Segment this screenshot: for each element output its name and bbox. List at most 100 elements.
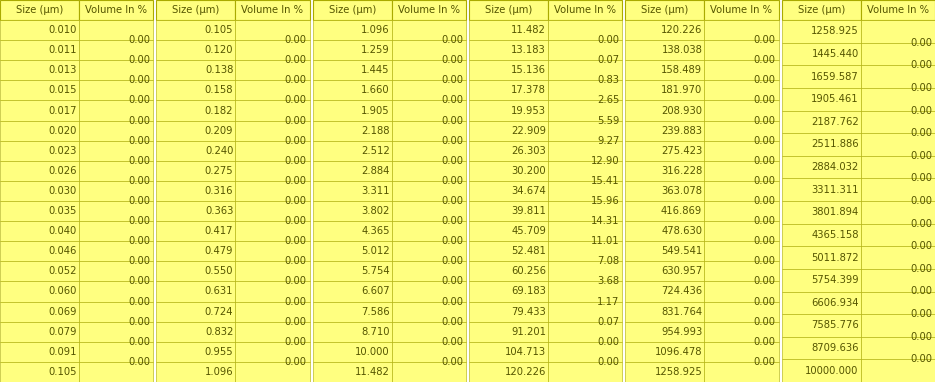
Bar — [860, 269, 935, 291]
Text: 0.00: 0.00 — [128, 357, 151, 367]
Bar — [0, 282, 79, 301]
Bar — [0, 221, 79, 241]
Text: 0.00: 0.00 — [441, 256, 463, 266]
Bar — [704, 282, 779, 301]
Text: 0.724: 0.724 — [205, 307, 234, 317]
Text: 8709.636: 8709.636 — [812, 343, 858, 353]
Text: 2884.032: 2884.032 — [812, 162, 858, 172]
Text: Volume In %: Volume In % — [241, 5, 304, 15]
Text: 9.27: 9.27 — [597, 136, 619, 146]
Bar — [79, 261, 153, 282]
Bar — [469, 80, 548, 100]
Text: 0.00: 0.00 — [128, 116, 151, 126]
Text: 45.709: 45.709 — [511, 226, 546, 236]
Bar — [704, 0, 779, 20]
Bar — [469, 0, 548, 20]
Text: 0.00: 0.00 — [284, 256, 307, 266]
Bar — [79, 322, 153, 342]
Text: 0.417: 0.417 — [205, 226, 234, 236]
Text: 1905.461: 1905.461 — [811, 94, 858, 104]
Text: 0.00: 0.00 — [284, 55, 307, 65]
Text: 0.035: 0.035 — [49, 206, 77, 216]
Bar — [548, 121, 623, 141]
Bar — [469, 241, 548, 261]
Bar — [548, 362, 623, 382]
Bar — [704, 241, 779, 261]
Text: 0.83: 0.83 — [597, 75, 619, 85]
Text: 0.105: 0.105 — [49, 367, 77, 377]
Bar — [860, 0, 935, 20]
Bar — [312, 362, 392, 382]
Bar — [782, 110, 860, 133]
Text: 120.226: 120.226 — [661, 25, 702, 35]
Text: 0.182: 0.182 — [205, 105, 234, 115]
Bar — [469, 20, 548, 40]
Bar — [312, 221, 392, 241]
Bar — [236, 342, 309, 362]
Bar — [704, 60, 779, 80]
Bar — [626, 121, 704, 141]
Text: Size (μm): Size (μm) — [328, 5, 376, 15]
Bar — [236, 100, 309, 121]
Text: 0.00: 0.00 — [441, 236, 463, 246]
Bar — [548, 0, 623, 20]
Bar — [392, 80, 466, 100]
Text: 1258.925: 1258.925 — [811, 26, 858, 36]
Bar — [156, 60, 236, 80]
Text: 0.020: 0.020 — [49, 126, 77, 136]
Text: 5011.872: 5011.872 — [811, 253, 858, 262]
Text: 1.660: 1.660 — [361, 86, 390, 96]
Text: 0.00: 0.00 — [754, 216, 776, 226]
Text: 0.00: 0.00 — [128, 75, 151, 85]
Text: 0.00: 0.00 — [128, 196, 151, 206]
Bar — [704, 40, 779, 60]
Bar — [704, 301, 779, 322]
Text: 15.41: 15.41 — [591, 176, 619, 186]
Bar — [236, 322, 309, 342]
Bar — [156, 282, 236, 301]
Bar — [704, 141, 779, 161]
Text: 3801.894: 3801.894 — [812, 207, 858, 217]
Bar — [79, 241, 153, 261]
Text: 2.884: 2.884 — [361, 166, 390, 176]
Text: 0.00: 0.00 — [128, 35, 151, 45]
Bar — [0, 301, 79, 322]
Bar — [79, 141, 153, 161]
Bar — [860, 314, 935, 337]
Bar — [782, 359, 860, 382]
Text: 239.883: 239.883 — [661, 126, 702, 136]
Text: 0.069: 0.069 — [49, 307, 77, 317]
Text: 11.482: 11.482 — [511, 25, 546, 35]
Text: 7585.776: 7585.776 — [811, 320, 858, 330]
Bar — [79, 20, 153, 40]
Bar — [469, 282, 548, 301]
Bar — [469, 141, 548, 161]
Bar — [626, 342, 704, 362]
Bar — [156, 80, 236, 100]
Bar — [236, 121, 309, 141]
Text: 0.00: 0.00 — [284, 216, 307, 226]
Bar — [860, 337, 935, 359]
Bar — [392, 60, 466, 80]
Bar — [469, 201, 548, 221]
Text: 1659.587: 1659.587 — [811, 71, 858, 82]
Text: 2.188: 2.188 — [361, 126, 390, 136]
Bar — [392, 201, 466, 221]
Bar — [548, 201, 623, 221]
Text: 22.909: 22.909 — [511, 126, 546, 136]
Bar — [782, 133, 860, 156]
Bar — [704, 201, 779, 221]
Text: 0.00: 0.00 — [284, 337, 307, 347]
Bar — [156, 20, 236, 40]
Text: 0.120: 0.120 — [205, 45, 234, 55]
Bar — [312, 322, 392, 342]
Bar — [469, 60, 548, 80]
Text: 3.68: 3.68 — [597, 277, 619, 286]
Text: 0.00: 0.00 — [441, 35, 463, 45]
Text: 0.479: 0.479 — [205, 246, 234, 256]
Bar — [156, 342, 236, 362]
Text: Volume In %: Volume In % — [554, 5, 616, 15]
Bar — [704, 80, 779, 100]
Text: 831.764: 831.764 — [661, 307, 702, 317]
Bar — [236, 60, 309, 80]
